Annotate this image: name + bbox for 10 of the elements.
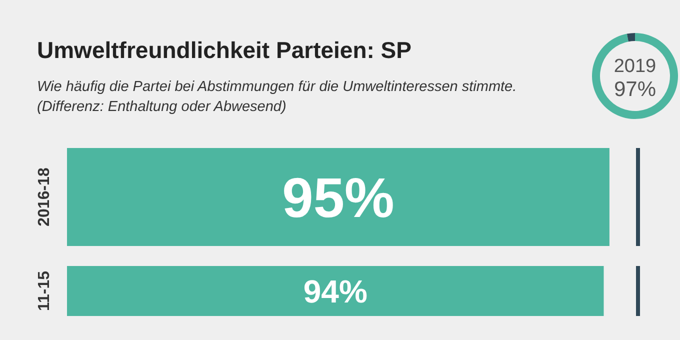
chart-title: Umweltfreundlichkeit Parteien: SP [37,37,412,63]
data-label: 95% [282,166,394,230]
data-label: 97% [614,78,656,101]
donut-slice [592,33,678,119]
donut-slice [626,33,635,42]
data-label: 94% [303,274,368,310]
y-tick-label: 11-15 [36,270,53,312]
text: 2019 [614,56,656,77]
y-tick-label: 2016-18 [36,168,53,226]
chart-subtitle: Wie häufig die Partei bei Abstimmungen für die Umweltinteressen stimmte. (Differenz: Enthaltung oder Abwesend) [37,79,517,115]
